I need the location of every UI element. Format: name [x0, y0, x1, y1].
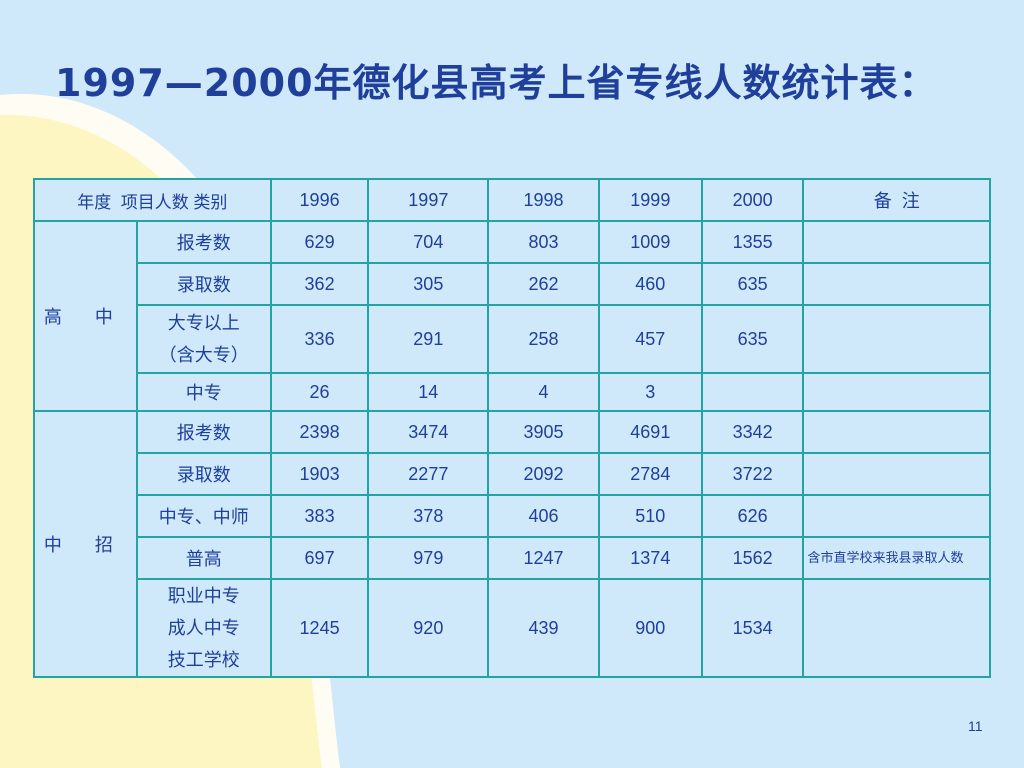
- note-cell: [802, 494, 991, 538]
- row-label-line: 职业中专: [167, 586, 240, 606]
- row-label-line: 大专以上: [167, 313, 240, 333]
- value-cell: 460: [597, 262, 703, 306]
- value-cell: 14: [367, 372, 490, 412]
- table-row: 高 中 报考数 629 704 803 1009 1355: [33, 220, 991, 412]
- value-cell: 406: [487, 494, 600, 538]
- row-label: 中专、中师: [135, 494, 272, 538]
- value-cell: 1355: [700, 220, 805, 264]
- row-label: 报考数: [135, 220, 272, 264]
- value-cell: 704: [367, 220, 490, 264]
- note-cell: [802, 262, 991, 306]
- value-cell: 697: [269, 536, 370, 580]
- value-cell: 26: [269, 372, 370, 412]
- value-cell: 4: [487, 372, 600, 412]
- value-cell: 1534: [700, 578, 805, 678]
- table-row: 中 招 报考数 2398 3474 3905 4691 3342: [33, 410, 991, 678]
- value-cell: 2784: [597, 452, 703, 496]
- table-row: 职业中专 成人中专 技工学校 1245 920 439 900 1534: [34, 578, 991, 678]
- value-cell: 1009: [597, 220, 703, 264]
- row-label: 录取数: [135, 262, 272, 306]
- note-cell: [802, 220, 991, 264]
- value-cell: 439: [487, 578, 600, 678]
- table-row: 录取数 1903 2277 2092 2784 3722: [34, 452, 991, 496]
- table-row: 中专、中师 383 378 406 510 626: [34, 494, 991, 538]
- value-cell: 3905: [487, 410, 600, 454]
- header-year-cell: 1996: [269, 178, 370, 222]
- value-cell: 336: [269, 304, 370, 374]
- row-label: 报考数: [135, 410, 272, 454]
- value-cell: [700, 372, 805, 412]
- header-year-cell: 1997: [367, 178, 490, 222]
- row-label: 中专: [135, 372, 272, 412]
- value-cell: 383: [269, 494, 370, 538]
- value-cell: 2092: [487, 452, 600, 496]
- note-cell: [802, 578, 991, 678]
- value-cell: 1562: [700, 536, 805, 580]
- group-label-gaozhong: 高 中: [33, 220, 138, 412]
- value-cell: 262: [487, 262, 600, 306]
- note-cell: [802, 410, 991, 454]
- table-row: 大专以上 （含大专） 336 291 258 457 635: [34, 304, 991, 374]
- value-cell: 291: [367, 304, 490, 374]
- row-label-line: 成人中专: [167, 618, 240, 638]
- row-label-line: （含大专）: [158, 345, 249, 365]
- row-label: 录取数: [135, 452, 272, 496]
- value-cell: 900: [597, 578, 703, 678]
- value-cell: 3: [597, 372, 703, 412]
- note-cell: [802, 452, 991, 496]
- value-cell: 635: [700, 262, 805, 306]
- value-cell: 803: [487, 220, 600, 264]
- value-cell: 305: [367, 262, 490, 306]
- header-year-cell: 1999: [597, 178, 703, 222]
- value-cell: 378: [367, 494, 490, 538]
- value-cell: 979: [367, 536, 490, 580]
- group-label-zhongzhao: 中 招: [33, 410, 138, 678]
- value-cell: 3474: [367, 410, 490, 454]
- value-cell: 920: [367, 578, 490, 678]
- table-row: 中专 26 14 4 3: [34, 372, 991, 412]
- page-title: 1997—2000年德化县高考上省专线人数统计表：: [55, 61, 938, 105]
- header-year-cell: 2000: [700, 178, 805, 222]
- row-label: 普高: [135, 536, 272, 580]
- value-cell: 4691: [597, 410, 703, 454]
- value-cell: 3342: [700, 410, 805, 454]
- value-cell: 258: [487, 304, 600, 374]
- note-cell: [802, 372, 991, 412]
- header-note-cell: 备 注: [802, 178, 991, 222]
- table-row: 普高 697 979 1247 1374 1562 含市直学校来我县录取人数: [34, 536, 991, 580]
- value-cell: 626: [700, 494, 805, 538]
- row-label: 大专以上 （含大专）: [135, 304, 272, 374]
- value-cell: 1245: [269, 578, 370, 678]
- page-number: 11: [968, 718, 983, 734]
- value-cell: 2398: [269, 410, 370, 454]
- value-cell: 510: [597, 494, 703, 538]
- value-cell: 1903: [269, 452, 370, 496]
- table-row: 录取数 362 305 262 460 635: [34, 262, 991, 306]
- header-year-cell: 1998: [487, 178, 600, 222]
- header-corner-cell: 年度 项目人数 类别: [33, 178, 272, 222]
- value-cell: 629: [269, 220, 370, 264]
- row-label-line: 技工学校: [167, 650, 240, 670]
- value-cell: 457: [597, 304, 703, 374]
- value-cell: 1374: [597, 536, 703, 580]
- value-cell: 635: [700, 304, 805, 374]
- value-cell: 1247: [487, 536, 600, 580]
- note-cell: 含市直学校来我县录取人数: [802, 536, 991, 580]
- value-cell: 2277: [367, 452, 490, 496]
- statistics-table: 年度 项目人数 类别 1996 1997 1998 1999 2000 备 注 …: [33, 178, 991, 678]
- note-cell: [802, 304, 991, 374]
- value-cell: 362: [269, 262, 370, 306]
- value-cell: 3722: [700, 452, 805, 496]
- table-header-row: 年度 项目人数 类别 1996 1997 1998 1999 2000 备 注: [33, 178, 991, 222]
- row-label: 职业中专 成人中专 技工学校: [135, 578, 272, 678]
